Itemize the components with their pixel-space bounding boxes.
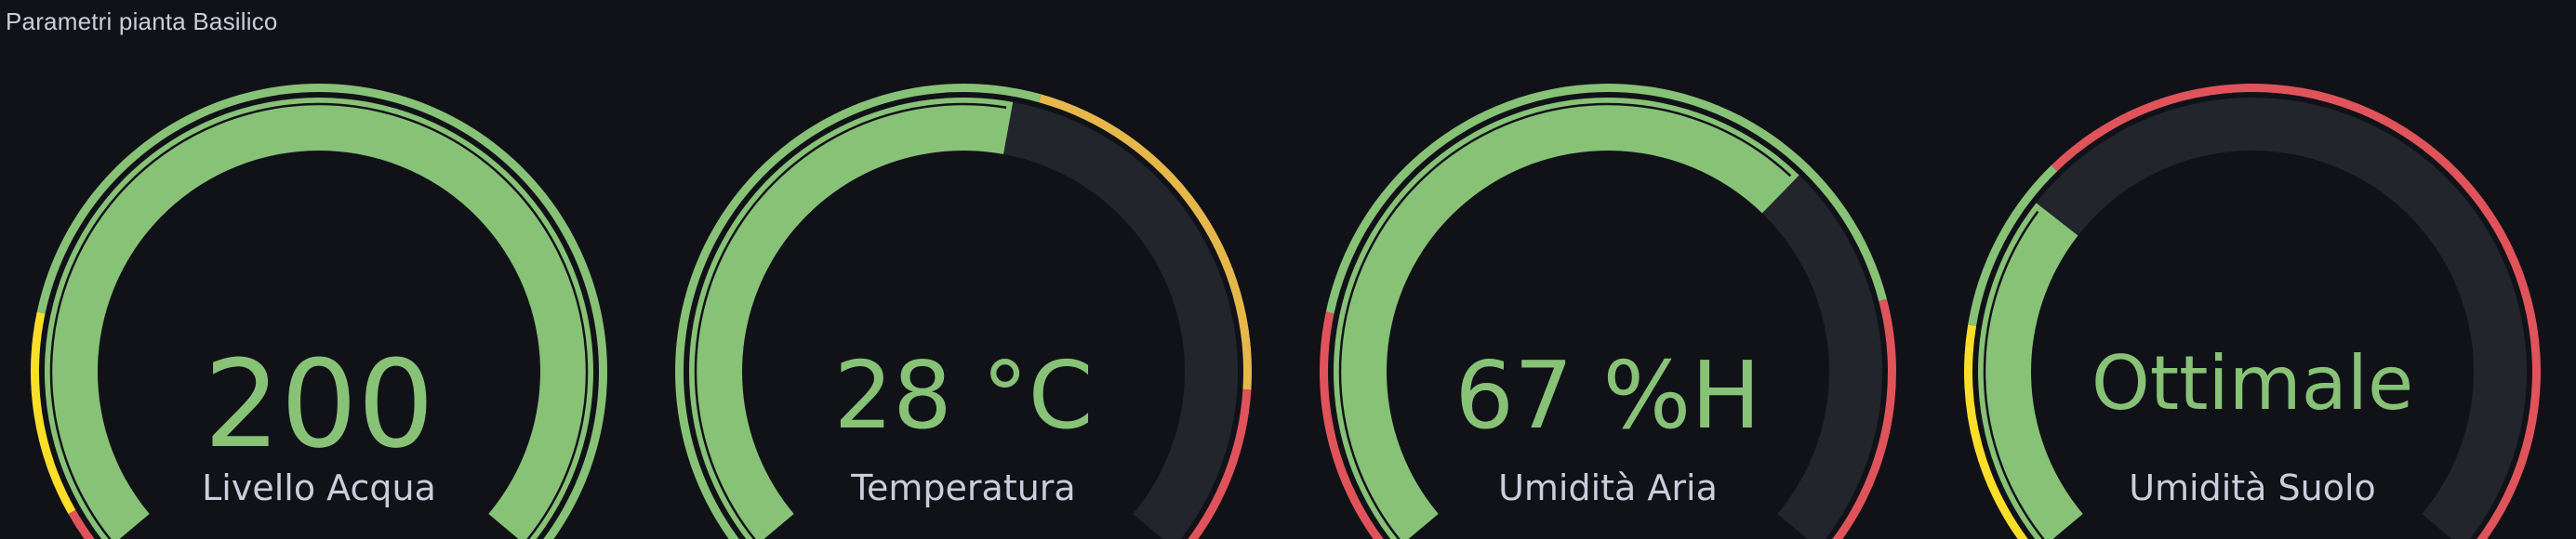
gauge-value-arc xyxy=(689,98,1014,539)
threshold-segment xyxy=(1038,94,1252,390)
gauge-value-text: 28 °C xyxy=(834,341,1094,450)
threshold-segment xyxy=(1832,298,1896,539)
gauge-value-text: 200 xyxy=(204,334,434,475)
gauge-label: Livello Acqua xyxy=(202,467,436,508)
gauge-value-text: Ottimale xyxy=(2091,340,2413,427)
gauge-inner-line xyxy=(1983,210,2045,539)
threshold-segment xyxy=(68,509,95,539)
gauge-inner-line xyxy=(1338,102,1792,539)
threshold-segment xyxy=(2051,84,2541,539)
gauge-temperatura[interactable]: 28 °C Temperatura xyxy=(675,84,1252,539)
threshold-segment xyxy=(1964,324,2028,539)
gauge-umidita-aria[interactable]: 67 %H Umidità Aria xyxy=(1320,84,1896,539)
threshold-segment xyxy=(1188,388,1252,539)
gauge-value-text: 67 %H xyxy=(1454,341,1760,450)
threshold-segment xyxy=(1320,311,1384,539)
gauge-inner-line xyxy=(49,102,589,539)
gauge-label: Umidità Aria xyxy=(1498,467,1718,508)
gauge-inner-line xyxy=(694,102,1007,539)
gauge-label: Temperatura xyxy=(850,467,1075,508)
panel-title[interactable]: Parametri pianta Basilico xyxy=(6,7,278,35)
gauge-label: Umidità Suolo xyxy=(2129,467,2376,508)
gauge-umidita-suolo[interactable]: Ottimale Umidità Suolo xyxy=(1964,84,2541,539)
threshold-segment xyxy=(31,311,76,515)
gauge-value-arc xyxy=(1334,98,1799,539)
threshold-segment xyxy=(1968,164,2058,326)
gauge-value-arc xyxy=(1978,203,2083,539)
gauge-value-arc xyxy=(45,97,593,539)
